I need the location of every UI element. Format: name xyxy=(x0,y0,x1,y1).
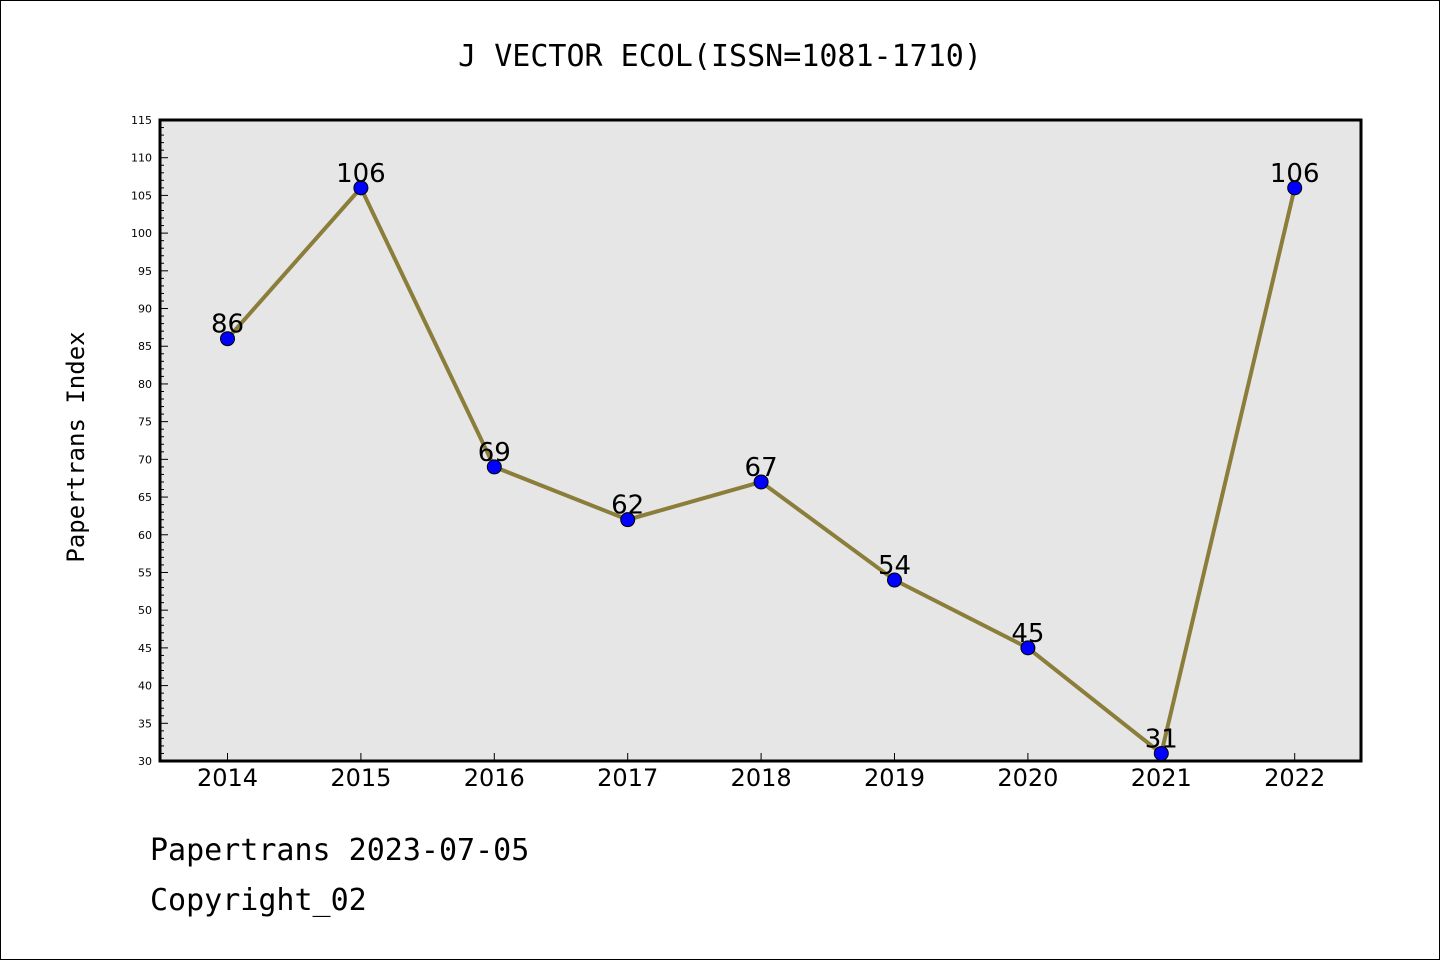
y-tick-label: 115 xyxy=(131,114,152,127)
data-point-marker xyxy=(220,331,235,347)
y-tick-label: 60 xyxy=(138,529,152,542)
y-tick-label: 65 xyxy=(138,491,152,504)
marker-group xyxy=(220,180,1303,761)
data-label-group: 86 106 69 62 67 54 45 31 106 xyxy=(211,159,1320,755)
y-tick-label: 80 xyxy=(138,378,152,391)
y-tick-label: 45 xyxy=(138,642,152,655)
plot-area xyxy=(158,118,1363,763)
x-tick-label: 2020 xyxy=(997,764,1058,792)
y-axis-label: Papertrans Index xyxy=(62,331,90,562)
y-tick-label: 95 xyxy=(138,265,152,278)
y-axis: 30 35 40 45 50 55 60 65 70 75 80 85 90 95 100 105 110 115 xyxy=(131,114,168,768)
x-tick-label: 2019 xyxy=(864,764,925,792)
data-point-marker xyxy=(1020,640,1036,656)
y-tick-label: 75 xyxy=(138,416,152,429)
data-label: 31 xyxy=(1145,724,1178,754)
y-tick-label: 110 xyxy=(131,152,152,165)
footer-copyright: Copyright_02 xyxy=(150,883,367,918)
data-label: 69 xyxy=(478,438,511,468)
y-tick-label: 85 xyxy=(138,340,152,353)
y-tick-label: 35 xyxy=(138,717,152,730)
data-point-marker xyxy=(1287,180,1303,196)
y-tick-label: 50 xyxy=(138,604,152,617)
data-label: 45 xyxy=(1011,619,1044,649)
data-point-marker xyxy=(1153,745,1169,761)
x-tick-label: 2017 xyxy=(597,764,658,792)
data-label: 62 xyxy=(611,491,644,521)
data-point-marker xyxy=(753,474,769,490)
y-tick-label: 90 xyxy=(138,303,152,316)
data-point-marker xyxy=(620,512,636,528)
y-tick-label: 70 xyxy=(138,453,152,466)
y-tick-label: 55 xyxy=(138,566,152,579)
data-label: 54 xyxy=(878,551,911,581)
data-point-marker xyxy=(486,459,502,475)
x-tick-label: 2015 xyxy=(330,764,391,792)
data-label: 86 xyxy=(211,310,244,340)
data-point-marker xyxy=(887,572,902,588)
x-tick-label: 2022 xyxy=(1264,764,1325,792)
x-tick-label: 2014 xyxy=(197,764,258,792)
x-tick-label: 2021 xyxy=(1131,764,1192,792)
data-label: 106 xyxy=(336,159,386,189)
footer-date: Papertrans 2023-07-05 xyxy=(150,833,530,868)
data-label: 106 xyxy=(1270,159,1320,189)
data-label: 67 xyxy=(745,453,778,483)
y-tick-label: 40 xyxy=(138,680,152,693)
y-tick-label: 105 xyxy=(131,189,152,202)
x-tick-label: 2016 xyxy=(464,764,525,792)
data-point-marker xyxy=(353,180,369,196)
y-tick-label: 30 xyxy=(138,755,152,768)
chart-title: J VECTOR ECOL(ISSN=1081-1710) xyxy=(458,39,982,74)
x-axis: 2014 2015 2016 2017 2018 2019 2020 2021 2022 xyxy=(197,753,1325,792)
y-tick-label: 100 xyxy=(131,227,152,240)
x-tick-label: 2018 xyxy=(731,764,792,792)
